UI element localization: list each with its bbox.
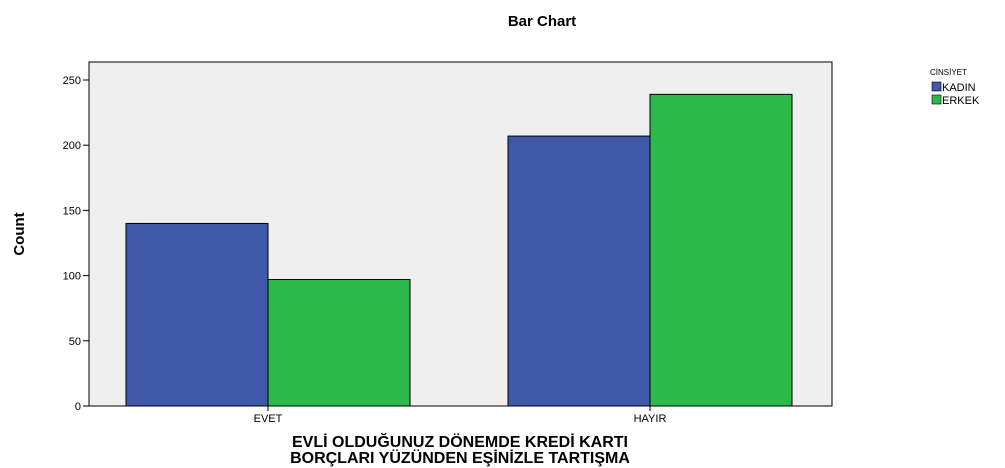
bar-kadin-hayir <box>507 135 651 407</box>
y-axis-label: Count <box>11 212 28 255</box>
x-tick-label-evet: EVET <box>254 413 283 425</box>
legend-swatch-erkek <box>931 94 942 105</box>
y-tick-label: 200 <box>63 140 81 152</box>
y-tick-label: 0 <box>75 401 81 413</box>
y-tick-label: 100 <box>63 271 81 283</box>
legend-label-erkek: ERKEK <box>942 95 980 107</box>
x-axis-label-line-1: EVLİ OLDUĞUNUZ DÖNEMDE KREDİ KARTI <box>292 432 628 451</box>
legend-title: CİNSİYET <box>930 68 967 77</box>
bar-kadin-evet <box>125 222 269 407</box>
legend: CİNSİYET KADIN ERKEK <box>930 68 980 107</box>
bar-erkek-evet <box>267 279 411 407</box>
chart-title: Bar Chart <box>508 13 576 30</box>
bar-erkek-hayir <box>649 93 793 407</box>
x-axis-label-line-2: BORÇLARI YÜZÜNDEN EŞİNİZLE TARTIŞMA <box>290 448 630 467</box>
y-tick-label: 50 <box>69 336 81 348</box>
y-tick-label: 150 <box>63 205 81 217</box>
x-tick-label-hayir: HAYIR <box>634 413 667 425</box>
legend-swatch-kadin <box>931 81 942 92</box>
legend-label-kadin: KADIN <box>942 82 976 94</box>
y-tick-label: 250 <box>63 75 81 87</box>
